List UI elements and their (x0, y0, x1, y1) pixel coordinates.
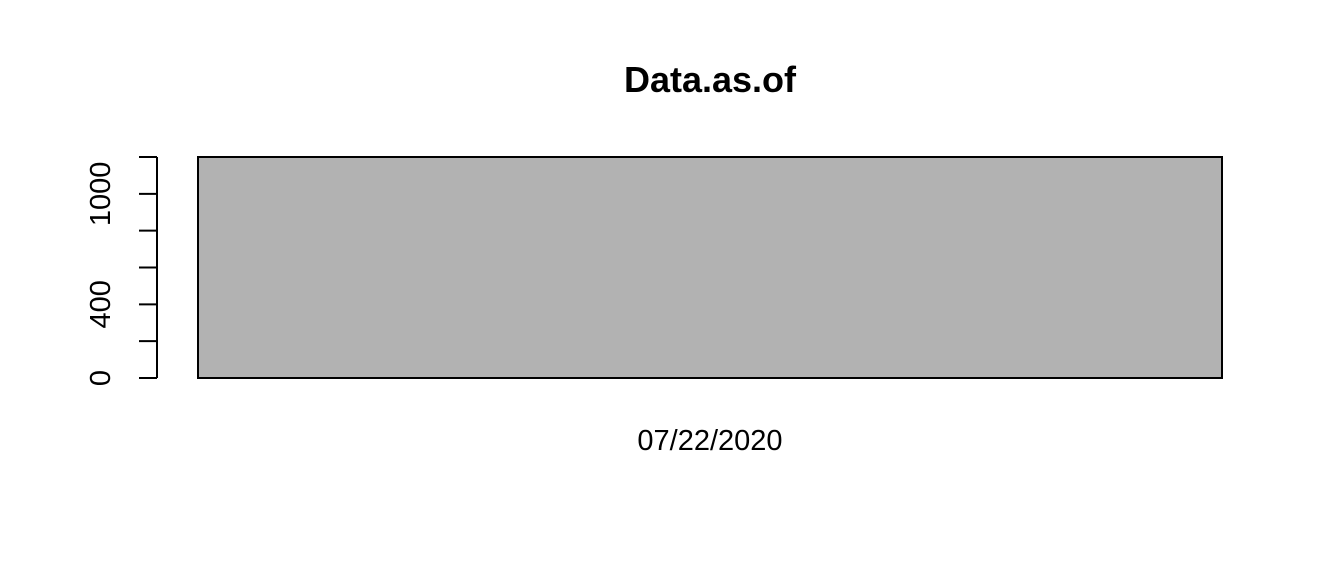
bar (197, 156, 1223, 379)
category-label: 07/22/2020 (637, 425, 782, 457)
bars (197, 156, 1223, 379)
y-tick-label: 1000 (85, 162, 117, 227)
chart-title: Data.as.of (624, 59, 797, 100)
y-tick-label: 0 (85, 370, 117, 386)
y-axis: 0 400 1000 (85, 156, 158, 386)
y-tick-label: 400 (85, 280, 117, 328)
x-axis-labels: 07/22/2020 (637, 425, 782, 457)
